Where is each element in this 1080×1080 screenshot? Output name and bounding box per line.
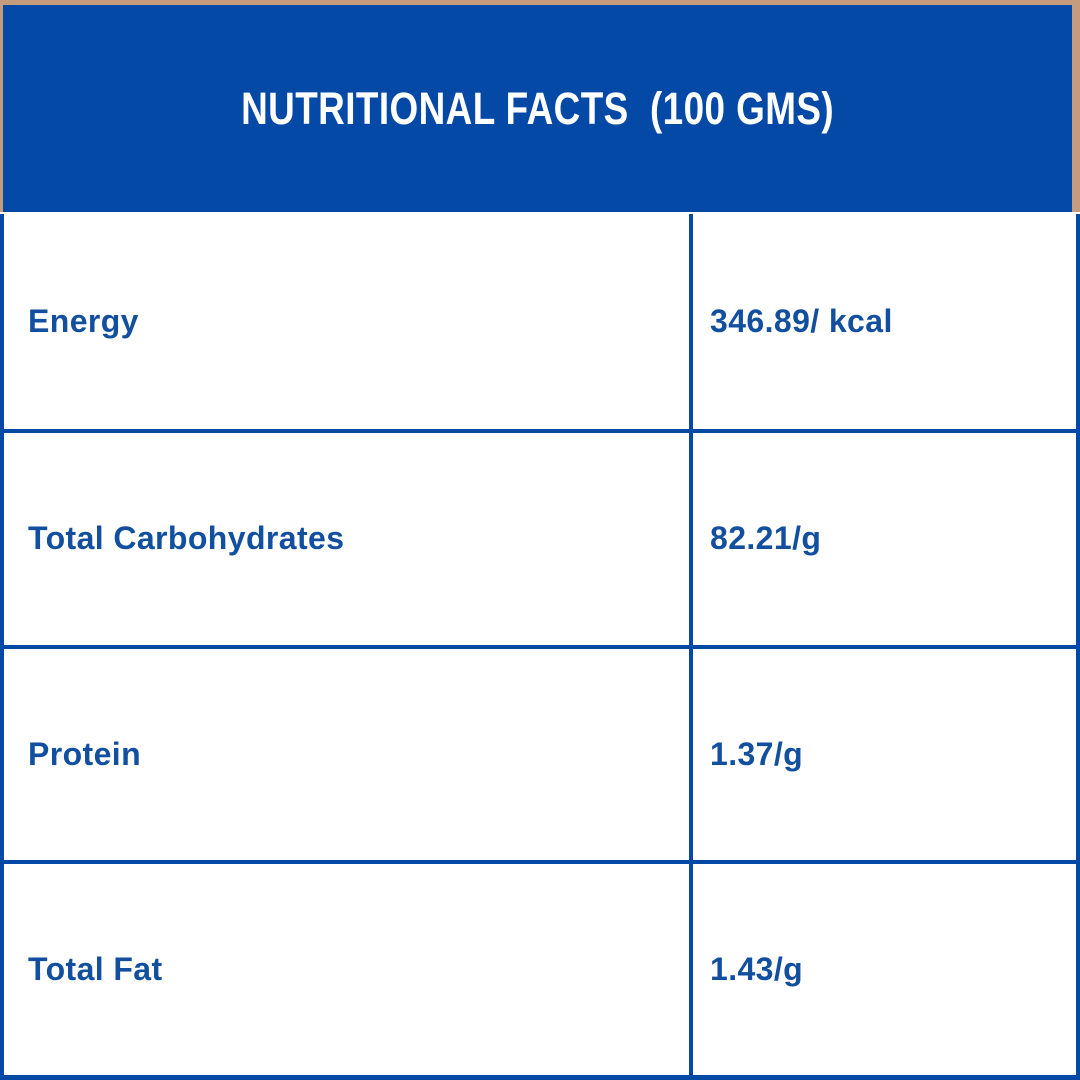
page-title: NUTRITIONAL FACTS (100 GMS) (240, 82, 835, 134)
row-label-total-fat: Total Fat (4, 863, 693, 1075)
row-label-protein: Protein (4, 648, 693, 860)
row-label-energy: Energy (4, 214, 693, 430)
table-row-protein: Protein 1.37/g (4, 644, 1076, 860)
row-value-protein: 1.37/g (710, 735, 804, 772)
table-row-energy: Energy 346.89/ kcal (4, 214, 1076, 430)
nutrition-table: Energy 346.89/ kcal Total Carbohydrates … (0, 214, 1080, 1080)
table-row-carbohydrates: Total Carbohydrates 82.21/g (4, 429, 1076, 645)
row-value-carbohydrates: 82.21/g (710, 520, 822, 557)
row-value-energy: 346.89/ kcal (710, 303, 893, 340)
row-value-total-fat: 1.43/g (710, 950, 804, 987)
table-row-total-fat: Total Fat 1.43/g (4, 859, 1076, 1075)
row-label-carbohydrates: Total Carbohydrates (4, 433, 693, 645)
header-banner: NUTRITIONAL FACTS (100 GMS) (3, 5, 1072, 212)
